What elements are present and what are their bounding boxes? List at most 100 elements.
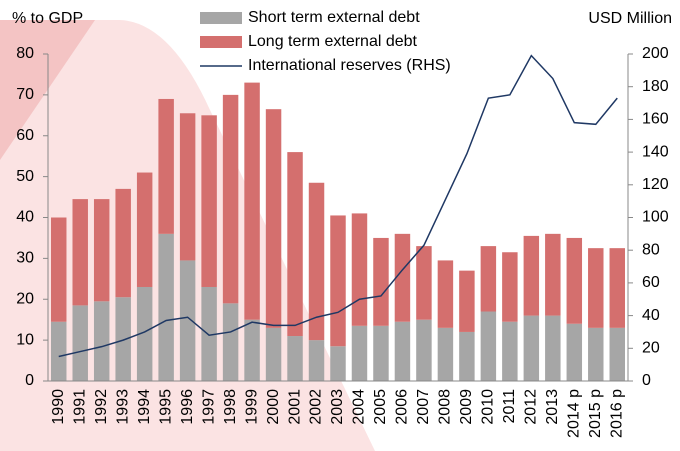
x-tick-label: 1993 — [114, 389, 131, 425]
y2-tick-label: 120 — [642, 176, 669, 193]
y2-tick-label: 140 — [642, 143, 669, 160]
bar-segment — [609, 248, 625, 328]
bar-segment — [158, 98, 174, 234]
bar-segment — [179, 113, 196, 261]
bar-segment — [330, 346, 346, 381]
x-tick-label: 2015 p — [587, 389, 604, 438]
bar-segment — [72, 199, 88, 306]
x-tick-label: 1992 — [93, 389, 110, 425]
bar-segment — [545, 315, 561, 381]
bar-segment — [93, 301, 110, 381]
x-tick-label: 1990 — [50, 389, 67, 425]
bar-segment — [287, 336, 303, 381]
y2-tick-label: 200 — [642, 45, 669, 62]
bar-segment — [545, 233, 561, 316]
y2-tick-label: 160 — [642, 111, 669, 128]
y-tick-label: 50 — [16, 168, 34, 185]
bar-segment — [437, 260, 454, 328]
x-tick-label: 2000 — [265, 389, 282, 425]
bar-segment — [308, 340, 325, 381]
y-tick-label: 10 — [16, 331, 34, 348]
bar-segment — [459, 270, 475, 332]
x-tick-label: 2013 — [544, 389, 561, 425]
x-tick-label: 1999 — [243, 389, 260, 425]
x-tick-label: 1991 — [71, 389, 88, 425]
bar-segment — [72, 305, 88, 381]
y2-tick-label: 80 — [642, 241, 660, 258]
y-tick-label: 80 — [16, 45, 34, 62]
bar-segment — [480, 246, 497, 312]
legend-swatch — [200, 12, 242, 24]
x-tick-label: 1994 — [136, 389, 153, 425]
bar-segment — [222, 94, 239, 304]
x-tick-label: 2016 p — [608, 389, 625, 438]
bar-segment — [588, 327, 604, 381]
y-axis-label: % to GDP — [12, 10, 83, 27]
bar-segment — [523, 315, 540, 381]
bar-segment — [244, 82, 260, 320]
x-tick-label: 2001 — [286, 389, 303, 425]
x-tick-label: 1996 — [179, 389, 196, 425]
x-tick-label: 2014 p — [566, 389, 583, 438]
bar-segment — [136, 286, 153, 381]
bar-segment — [244, 319, 260, 381]
bar-segment — [416, 319, 432, 381]
x-tick-label: 2008 — [437, 389, 454, 425]
bar-segment — [373, 325, 389, 381]
y-tick-label: 30 — [16, 250, 34, 267]
bar-segment — [115, 297, 131, 381]
x-tick-label: 1995 — [157, 389, 174, 425]
bar-segment — [179, 260, 196, 381]
bar-segment — [265, 109, 282, 328]
x-tick-label: 2006 — [394, 389, 411, 425]
bar-segment — [93, 199, 110, 302]
y-tick-label: 20 — [16, 290, 34, 307]
x-tick-label: 2007 — [415, 389, 432, 425]
y-tick-label: 40 — [16, 209, 34, 226]
bar-segment — [201, 115, 217, 287]
bar-segment — [351, 213, 368, 326]
bar-segment — [437, 327, 454, 381]
x-tick-label: 2011 — [501, 389, 518, 424]
y-tick-label: 70 — [16, 86, 34, 103]
bar-segment — [416, 246, 432, 320]
y-tick-label: 0 — [25, 372, 34, 389]
y2-tick-label: 60 — [642, 274, 660, 291]
y2-tick-label: 20 — [642, 340, 660, 357]
y2-tick-label: 0 — [642, 372, 651, 389]
bar-segment — [51, 217, 67, 322]
x-tick-label: 2004 — [351, 389, 368, 425]
x-tick-label: 2002 — [308, 389, 325, 425]
x-tick-label: 2003 — [329, 389, 346, 425]
x-tick-label: 2010 — [480, 389, 497, 425]
legend-swatch — [200, 36, 242, 48]
x-tick-label: 1997 — [200, 389, 217, 425]
x-tick-label: 2009 — [458, 389, 475, 425]
bar-segment — [609, 327, 625, 381]
bar-segment — [394, 233, 411, 322]
bar-segment — [287, 152, 303, 337]
bar-segment — [51, 321, 67, 381]
y-tick-label: 60 — [16, 127, 34, 144]
bar-segment — [115, 188, 131, 298]
bar-segment — [523, 235, 540, 316]
bar-segment — [566, 237, 583, 324]
bar-segment — [136, 172, 153, 287]
bar-segment — [308, 182, 325, 341]
y2-tick-label: 100 — [642, 209, 669, 226]
bar-segment — [373, 237, 389, 326]
x-tick-label: 2005 — [372, 389, 389, 425]
legend-label: International reserves (RHS) — [248, 57, 451, 74]
bar-segment — [330, 215, 346, 347]
bar-segment — [502, 321, 518, 381]
bar-segment — [201, 286, 217, 381]
bar-segment — [265, 327, 282, 381]
bar-segment — [480, 311, 497, 381]
bar-segment — [459, 331, 475, 381]
bar-segment — [588, 248, 604, 328]
y2-tick-label: 40 — [642, 307, 660, 324]
bar-segment — [351, 325, 368, 381]
x-tick-label: 1998 — [222, 389, 239, 425]
y2-axis-label: USD Million — [588, 10, 672, 27]
